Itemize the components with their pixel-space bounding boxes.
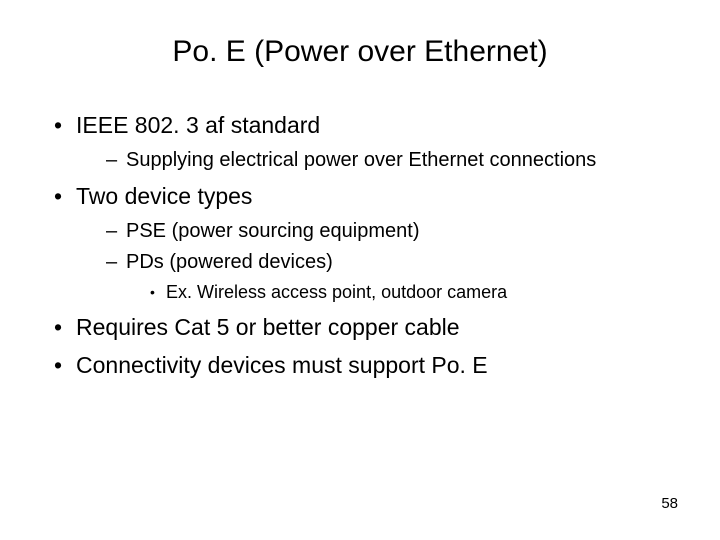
bullet-text: PSE (power sourcing equipment) — [126, 220, 419, 242]
bullet-item: Supplying electrical power over Ethernet… — [106, 147, 680, 174]
bullet-text: Two device types — [76, 183, 252, 209]
bullet-list-level2: PSE (power sourcing equipment) PDs (powe… — [76, 218, 680, 304]
bullet-text: Ex. Wireless access point, outdoor camer… — [166, 282, 507, 302]
slide-content: IEEE 802. 3 af standard Supplying electr… — [40, 109, 680, 381]
bullet-item: Connectivity devices must support Po. E — [40, 349, 680, 381]
bullet-list-level1: IEEE 802. 3 af standard Supplying electr… — [40, 109, 680, 381]
bullet-text: PDs (powered devices) — [126, 251, 333, 273]
bullet-item: Two device types PSE (power sourcing equ… — [40, 180, 680, 304]
bullet-text: Connectivity devices must support Po. E — [76, 352, 488, 378]
bullet-text: Requires Cat 5 or better copper cable — [76, 314, 460, 340]
bullet-text: Supplying electrical power over Ethernet… — [126, 149, 596, 171]
bullet-list-level3: Ex. Wireless access point, outdoor camer… — [126, 280, 680, 304]
bullet-item: Requires Cat 5 or better copper cable — [40, 311, 680, 343]
bullet-item: Ex. Wireless access point, outdoor camer… — [150, 280, 680, 304]
slide-title: Po. E (Power over Ethernet) — [40, 35, 680, 69]
page-number: 58 — [661, 495, 678, 512]
bullet-item: IEEE 802. 3 af standard Supplying electr… — [40, 109, 680, 174]
bullet-item: PSE (power sourcing equipment) — [106, 218, 680, 245]
bullet-text: IEEE 802. 3 af standard — [76, 112, 320, 138]
bullet-list-level2: Supplying electrical power over Ethernet… — [76, 147, 680, 174]
bullet-item: PDs (powered devices) Ex. Wireless acces… — [106, 249, 680, 304]
